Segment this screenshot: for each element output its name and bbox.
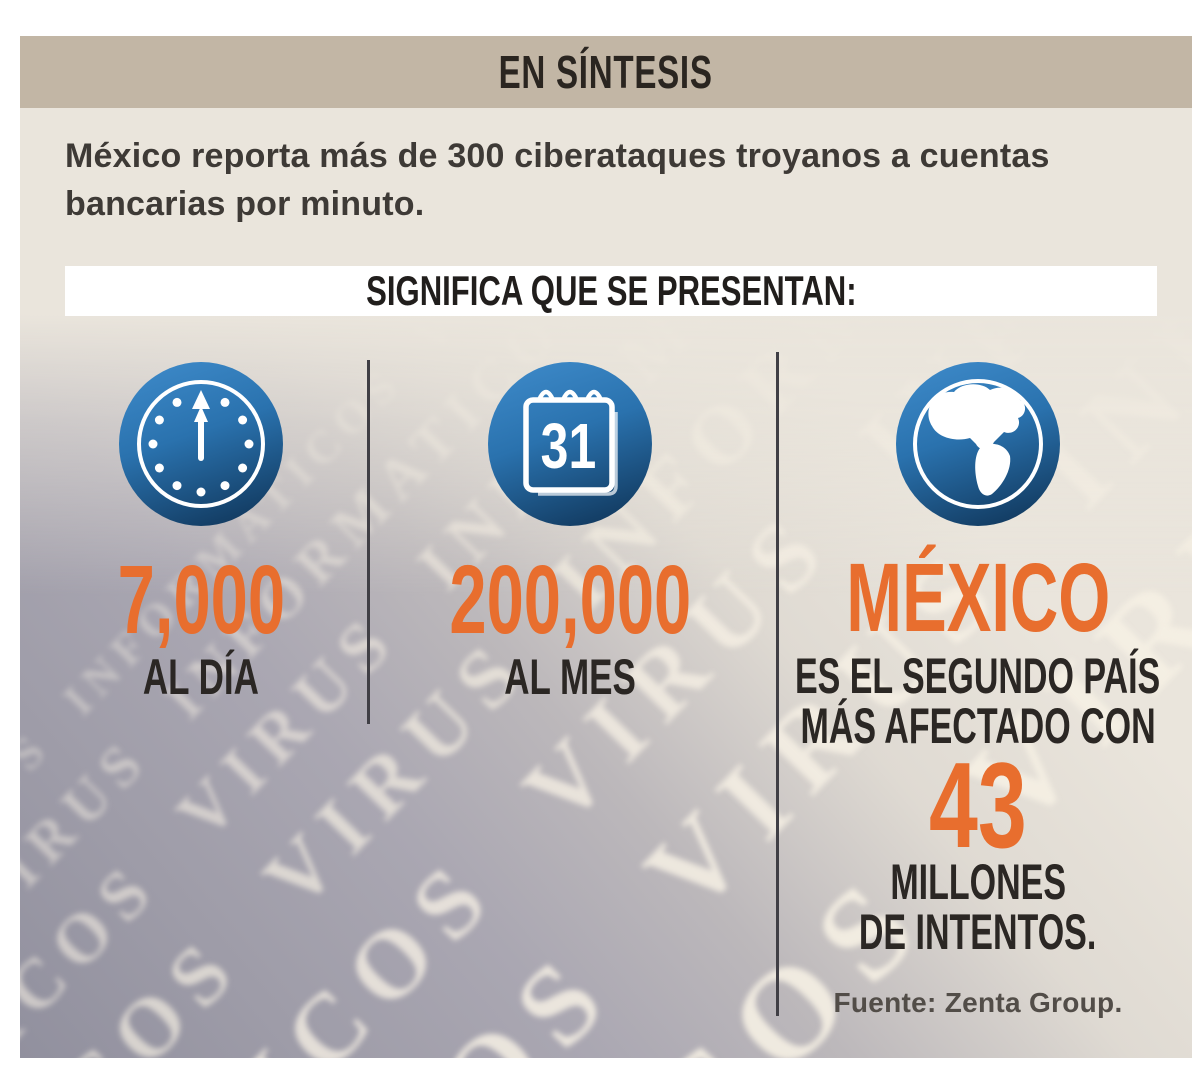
stat-column-daily: 7,000 AL DÍA [46, 360, 356, 702]
globe-americas-icon [896, 362, 1060, 526]
stat-label-daily: AL DÍA [142, 649, 260, 706]
calendar-icon: 31 [488, 362, 652, 526]
calendar-day-number: 31 [541, 411, 597, 482]
column-divider-2 [776, 352, 779, 1016]
mexico-desc-line4: DE INTENTOS. [859, 903, 1097, 960]
intro-text: México reporta más de 300 ciberataques t… [65, 137, 1050, 224]
page-title: EN SÍNTESIS [498, 46, 714, 98]
stat-value-mexico: MÉXICO [845, 543, 1111, 652]
content-area: INFORMATICOS VIRUS INFORMATICOS VIRUS IN… [20, 108, 1192, 1058]
stat-column-mexico: MÉXICO ES EL SEGUNDO PAÍS MÁS AFECTADO C… [768, 360, 1188, 1019]
stat-value-attempts: 43 [929, 737, 1027, 874]
subtitle-text: SIGNIFICA QUE SE PRESENTAN: [365, 267, 857, 314]
stat-value-monthly: 200,000 [449, 545, 691, 654]
column-divider-1 [367, 360, 370, 724]
stat-label-monthly: AL MES [504, 649, 636, 706]
source-credit: Fuente: Zenta Group. [833, 986, 1123, 1018]
mexico-desc-line2: MÁS AFECTADO CON [800, 698, 1156, 755]
clock-icon [119, 362, 283, 526]
mexico-desc-line3: MILLONES [890, 853, 1066, 910]
stat-value-daily: 7,000 [117, 545, 285, 654]
header-bar: EN SÍNTESIS [20, 36, 1192, 108]
mexico-desc-line1: ES EL SEGUNDO PAÍS [795, 648, 1161, 705]
stat-column-monthly: 31 200,000 AL MES [370, 360, 770, 702]
subtitle-banner: SIGNIFICA QUE SE PRESENTAN: [65, 266, 1157, 316]
